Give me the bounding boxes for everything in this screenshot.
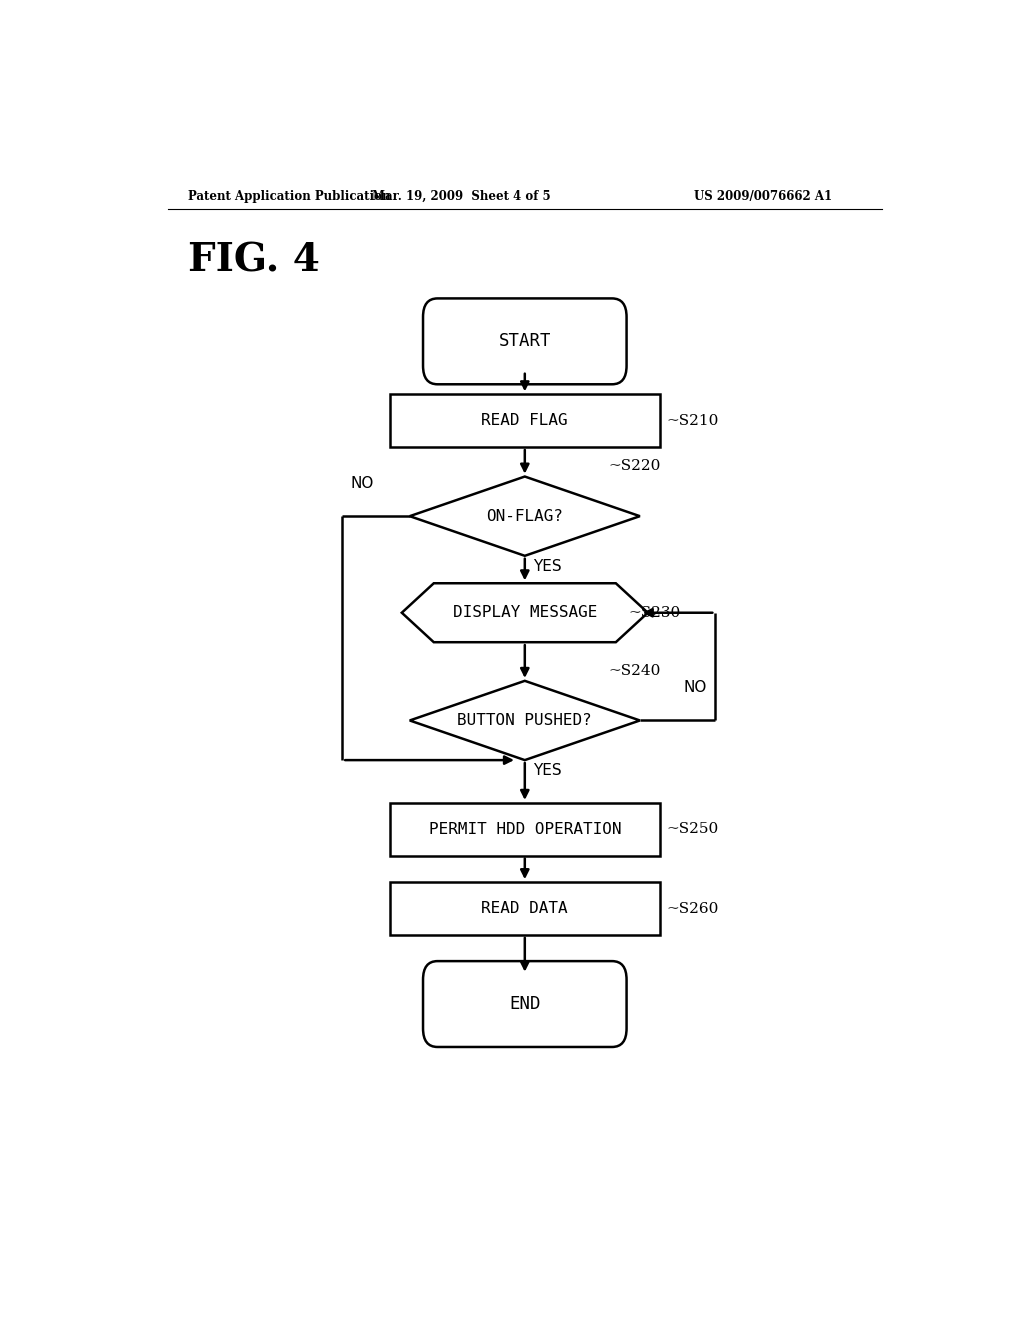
Bar <box>390 803 659 855</box>
Text: YES: YES <box>532 558 561 574</box>
Text: US 2009/0076662 A1: US 2009/0076662 A1 <box>694 190 831 202</box>
Text: ~S230: ~S230 <box>628 606 680 619</box>
Text: ~S250: ~S250 <box>666 822 718 837</box>
Polygon shape <box>410 477 640 556</box>
Text: Patent Application Publication: Patent Application Publication <box>187 190 390 202</box>
Text: DISPLAY MESSAGE: DISPLAY MESSAGE <box>453 606 597 620</box>
FancyBboxPatch shape <box>423 298 627 384</box>
FancyBboxPatch shape <box>423 961 627 1047</box>
Text: ~S210: ~S210 <box>666 413 719 428</box>
Text: BUTTON PUSHED?: BUTTON PUSHED? <box>458 713 592 727</box>
Text: READ DATA: READ DATA <box>481 902 568 916</box>
Text: ON-FLAG?: ON-FLAG? <box>486 508 563 524</box>
Text: START: START <box>499 333 551 350</box>
Text: ~S240: ~S240 <box>608 664 660 677</box>
Text: END: END <box>509 995 541 1012</box>
Bar <box>390 395 659 447</box>
Text: NO: NO <box>684 680 708 696</box>
Text: READ FLAG: READ FLAG <box>481 413 568 428</box>
Text: ~S260: ~S260 <box>666 902 719 916</box>
Polygon shape <box>401 583 648 643</box>
Text: PERMIT HDD OPERATION: PERMIT HDD OPERATION <box>429 822 621 837</box>
Bar <box>390 882 659 935</box>
Text: NO: NO <box>350 475 374 491</box>
Text: Mar. 19, 2009  Sheet 4 of 5: Mar. 19, 2009 Sheet 4 of 5 <box>372 190 551 202</box>
Polygon shape <box>410 681 640 760</box>
Text: YES: YES <box>532 763 561 779</box>
Text: FIG. 4: FIG. 4 <box>187 242 319 279</box>
Text: ~S220: ~S220 <box>608 459 660 474</box>
